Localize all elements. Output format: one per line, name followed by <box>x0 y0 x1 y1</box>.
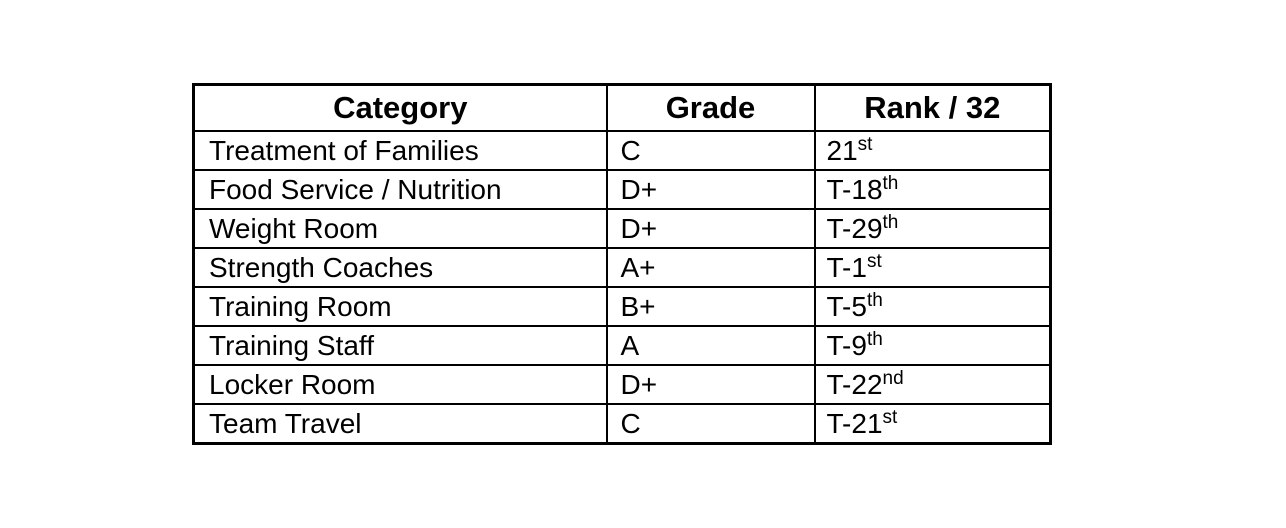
table-row: Weight Room D+ T-29th <box>192 208 1052 249</box>
rank-ordinal-suffix: nd <box>882 367 904 389</box>
column-header-category: Category <box>192 83 608 132</box>
cell-rank: T-22nd <box>813 364 1052 405</box>
table-row: Training Room B+ T-5th <box>192 286 1052 327</box>
rank-ordinal-suffix: th <box>866 328 883 350</box>
rank-value: T-29 <box>826 212 883 244</box>
table-row: Food Service / Nutrition D+ T-18th <box>192 169 1052 210</box>
table-header: Category Grade Rank / 32 <box>192 83 1052 132</box>
table-row: Training Staff A T-9th <box>192 325 1052 366</box>
rank-ordinal-suffix: th <box>882 172 899 194</box>
cell-grade: D+ <box>605 169 816 210</box>
rank-value: T-5 <box>826 290 867 322</box>
cell-category: Training Staff <box>192 325 608 366</box>
rank-ordinal-suffix: st <box>857 133 873 155</box>
cell-rank: T-18th <box>813 169 1052 210</box>
table-row: Locker Room D+ T-22nd <box>192 364 1052 405</box>
rank-ordinal-suffix: th <box>866 289 883 311</box>
table-body: Treatment of Families C 21st Food Servic… <box>192 130 1052 445</box>
table-row: Team Travel C T-21st <box>192 403 1052 445</box>
cell-grade: A <box>605 325 816 366</box>
cell-category: Training Room <box>192 286 608 327</box>
cell-rank: T-9th <box>813 325 1052 366</box>
cell-category: Team Travel <box>192 403 608 445</box>
cell-category: Strength Coaches <box>192 247 608 288</box>
cell-rank: T-1st <box>813 247 1052 288</box>
cell-category: Locker Room <box>192 364 608 405</box>
cell-grade: C <box>605 130 816 171</box>
table-row: Treatment of Families C 21st <box>192 130 1052 171</box>
cell-grade: C <box>605 403 816 445</box>
column-header-grade: Grade <box>605 83 816 132</box>
cell-rank: 21st <box>813 130 1052 171</box>
cell-category: Weight Room <box>192 208 608 249</box>
rank-value: T-18 <box>826 173 883 205</box>
rank-ordinal-suffix: th <box>882 211 899 233</box>
cell-grade: D+ <box>605 364 816 405</box>
header-row: Category Grade Rank / 32 <box>192 83 1052 132</box>
rank-value: T-1 <box>826 251 867 283</box>
cell-grade: B+ <box>605 286 816 327</box>
cell-rank: T-5th <box>813 286 1052 327</box>
report-card-table: Category Grade Rank / 32 Treatment of Fa… <box>192 83 1052 445</box>
rank-value: 21 <box>826 134 858 166</box>
cell-category: Food Service / Nutrition <box>192 169 608 210</box>
rank-value: T-9 <box>826 329 867 361</box>
column-header-rank: Rank / 32 <box>813 83 1052 132</box>
rank-value: T-21 <box>826 407 883 439</box>
rank-value: T-22 <box>826 368 883 400</box>
rank-ordinal-suffix: st <box>866 250 882 272</box>
cell-grade: A+ <box>605 247 816 288</box>
cell-grade: D+ <box>605 208 816 249</box>
cell-rank: T-21st <box>813 403 1052 445</box>
cell-category: Treatment of Families <box>192 130 608 171</box>
cell-rank: T-29th <box>813 208 1052 249</box>
rank-ordinal-suffix: st <box>882 406 898 428</box>
table-row: Strength Coaches A+ T-1st <box>192 247 1052 288</box>
